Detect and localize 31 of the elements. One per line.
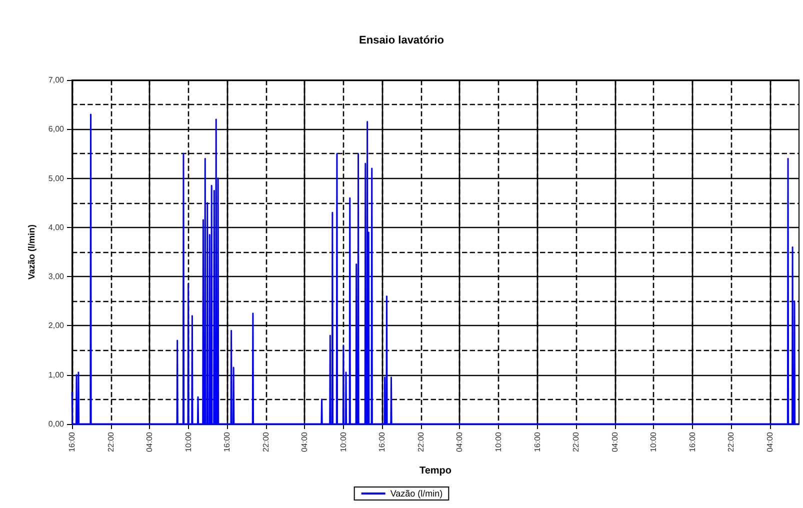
x-tick-label: 22:00 (726, 431, 736, 452)
x-tick-label: 16:00 (688, 431, 697, 452)
y-tick-label: 3,00 (48, 272, 65, 282)
y-tick-label: 7,00 (48, 76, 65, 84)
y-tick-label: 1,00 (48, 370, 65, 380)
y-tick-label: 5,00 (48, 174, 65, 183)
y-tick-label: 6,00 (48, 124, 65, 134)
x-tick-label: 22:00 (261, 431, 270, 452)
x-tick-label: 16:00 (222, 431, 232, 452)
y-tick-label: 4,00 (48, 222, 65, 232)
x-tick-label: 10:00 (649, 431, 658, 452)
x-tick-label: 04:00 (145, 431, 154, 452)
x-tick-label: 04:00 (610, 431, 620, 452)
x-tick-label: 22:00 (416, 431, 426, 452)
chart-title: Ensaio lavatório (359, 34, 444, 46)
x-tick-label: 04:00 (765, 431, 774, 452)
x-tick-label: 16:00 (532, 431, 542, 452)
x-tick-label: 10:00 (338, 431, 348, 452)
y-tick-label: 0,00 (48, 420, 65, 428)
x-tick-label: 16:00 (68, 431, 76, 452)
x-tick-label: 22:00 (572, 431, 581, 452)
x-tick-label: 10:00 (494, 431, 504, 452)
x-tick-label: 04:00 (300, 431, 310, 452)
x-tick-label: 16:00 (378, 431, 387, 452)
y-tick-label: 2,00 (48, 321, 65, 330)
x-tick-label: 04:00 (455, 431, 464, 452)
x-tick-label: 10:00 (184, 431, 193, 452)
legend-label: Vazão (l/min) (390, 488, 443, 498)
x-tick-label: 22:00 (106, 431, 116, 452)
y-axis-title: Vazão (l/min) (26, 224, 36, 280)
x-axis-title: Tempo (419, 466, 452, 476)
